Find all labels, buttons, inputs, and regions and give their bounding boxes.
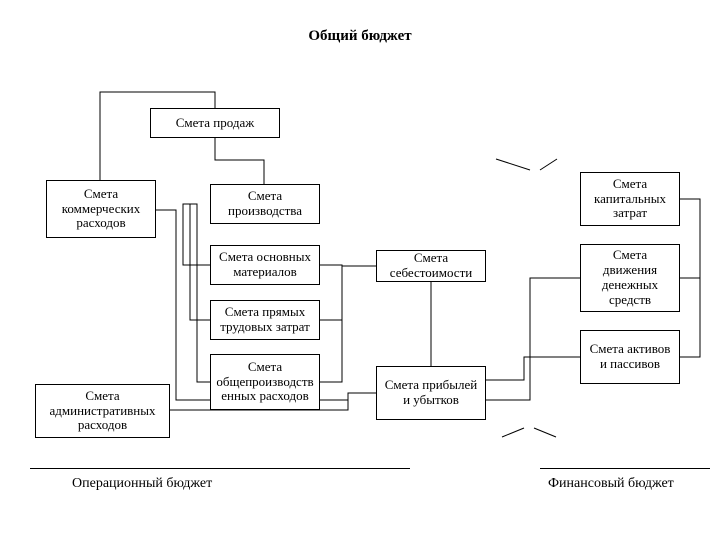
edge bbox=[540, 159, 557, 170]
underline-op bbox=[30, 468, 410, 469]
diagram-stage: Общий бюджет Смета продаж Смета коммерче… bbox=[0, 0, 720, 540]
caption-op: Операционный бюджет bbox=[72, 476, 212, 492]
caption-fin: Финансовый бюджет bbox=[548, 476, 674, 492]
node-cashflow: Смета движения денежных средств bbox=[580, 244, 680, 312]
node-overhead: Смета общепроизводств енных расходов bbox=[210, 354, 320, 410]
edge bbox=[215, 138, 264, 184]
node-commerce: Смета коммерческих расходов bbox=[46, 180, 156, 238]
edge bbox=[496, 159, 530, 170]
edge bbox=[190, 204, 210, 320]
node-labor: Смета прямых трудовых затрат bbox=[210, 300, 320, 340]
edge bbox=[486, 278, 580, 400]
underline-fin bbox=[540, 468, 710, 469]
edge bbox=[320, 265, 376, 266]
edge bbox=[486, 357, 580, 380]
node-balance: Смета активов и пассивов bbox=[580, 330, 680, 384]
edge bbox=[183, 204, 210, 265]
node-capex: Смета капитальных затрат bbox=[580, 172, 680, 226]
node-prod: Смета производства bbox=[210, 184, 320, 224]
edge bbox=[320, 266, 376, 382]
edge bbox=[680, 199, 700, 278]
node-admin: Смета административных расходов bbox=[35, 384, 170, 438]
node-cost: Смета себестоимости bbox=[376, 250, 486, 282]
edge bbox=[320, 266, 376, 320]
node-materials: Смета основных материалов bbox=[210, 245, 320, 285]
diagram-title: Общий бюджет bbox=[300, 28, 420, 45]
edge bbox=[502, 428, 524, 437]
node-pl: Смета прибылей и убытков bbox=[376, 366, 486, 420]
edge bbox=[534, 428, 556, 437]
edge bbox=[320, 393, 376, 400]
edge bbox=[680, 278, 700, 357]
node-sales: Смета продаж bbox=[150, 108, 280, 138]
edge bbox=[196, 204, 210, 382]
